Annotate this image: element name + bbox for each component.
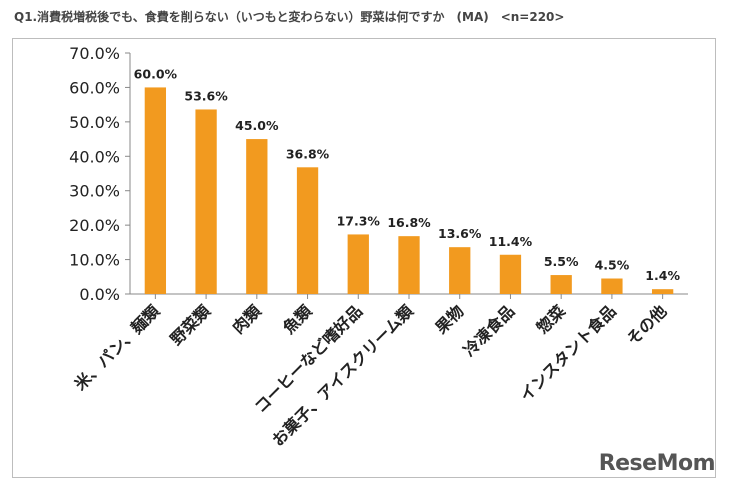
x-tick-label: その他 — [623, 301, 670, 348]
x-tick-label: 魚類 — [279, 301, 316, 338]
y-tick-label: 40.0% — [69, 147, 120, 166]
bar — [296, 167, 319, 294]
data-label: 16.8% — [387, 215, 431, 230]
data-label: 53.6% — [184, 88, 228, 103]
data-label: 1.4% — [645, 268, 680, 283]
y-tick-label: 60.0% — [69, 78, 120, 97]
bar — [601, 278, 623, 294]
bar — [195, 109, 217, 294]
x-tick-label: 野菜類 — [167, 301, 215, 349]
bar — [398, 236, 420, 294]
watermark-logo: ReseMom — [598, 451, 716, 476]
x-tick-label: インスタント食品 — [516, 301, 620, 405]
y-tick-label: 20.0% — [69, 216, 120, 235]
y-tick-label: 0.0% — [79, 285, 120, 304]
data-label: 4.5% — [595, 258, 630, 273]
bar — [651, 289, 674, 294]
bar — [347, 234, 369, 294]
data-label: 5.5% — [544, 254, 579, 269]
y-tick-label: 70.0% — [69, 44, 120, 63]
x-tick-label: 冷凍食品 — [460, 301, 519, 360]
x-tick-label: 惣菜 — [533, 301, 569, 337]
y-tick-label: 10.0% — [69, 251, 120, 270]
x-tick-label: 米、パン、麺類 — [71, 301, 164, 394]
data-label: 45.0% — [235, 118, 279, 133]
bar — [449, 247, 471, 294]
bar — [550, 275, 572, 294]
data-label: 13.6% — [438, 226, 482, 241]
bar — [246, 139, 268, 294]
x-tick-label: 肉類 — [229, 301, 266, 338]
data-label: 60.0% — [134, 66, 178, 81]
data-label: 36.8% — [286, 146, 330, 161]
y-tick-label: 50.0% — [69, 113, 120, 132]
bar — [499, 254, 522, 294]
data-label: 17.3% — [337, 213, 381, 228]
data-label: 11.4% — [489, 234, 533, 249]
bar — [144, 87, 167, 294]
x-tick-label: 果物 — [431, 301, 468, 338]
y-tick-label: 30.0% — [69, 182, 120, 201]
chart-title: Q1.消費税増税後でも、食費を削らない（いつもと変わらない）野菜は何ですか (M… — [14, 10, 565, 24]
